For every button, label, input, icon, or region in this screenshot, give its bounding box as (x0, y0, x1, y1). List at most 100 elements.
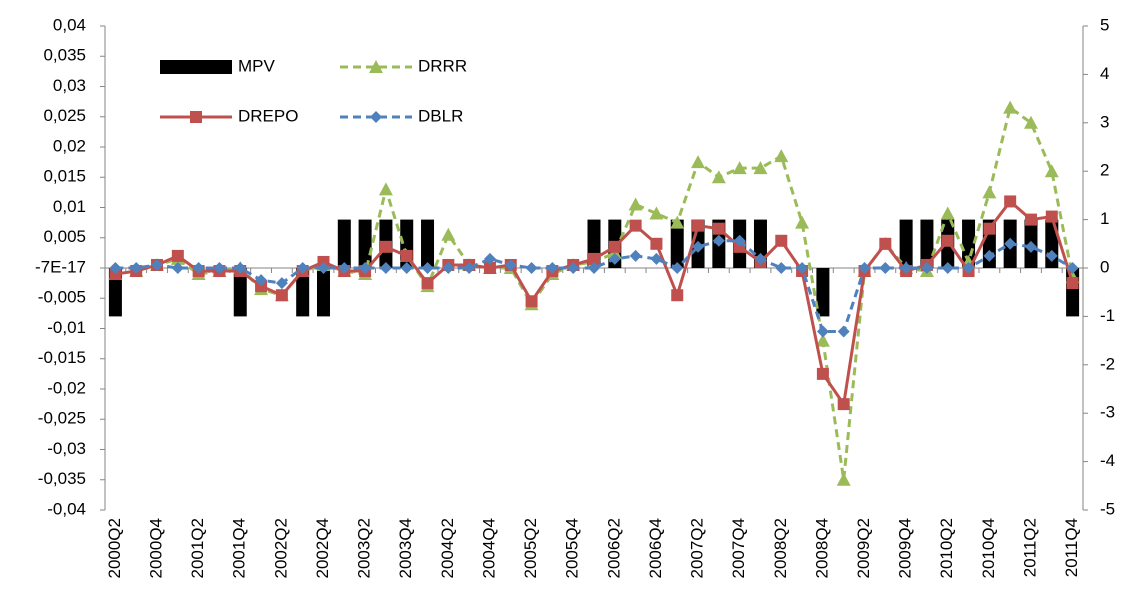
marker (733, 234, 746, 247)
x-tick-label: 2005Q4 (563, 518, 582, 579)
marker (483, 262, 496, 274)
marker (692, 219, 705, 232)
y2-tick-label: 1 (1100, 209, 1109, 228)
marker (879, 237, 892, 250)
y-tick-label: -0,025 (38, 409, 86, 428)
marker (940, 206, 955, 220)
legend-label: DRRR (418, 56, 467, 75)
y-tick-label: -0,015 (38, 348, 86, 367)
marker (837, 398, 850, 411)
marker (379, 240, 392, 253)
marker (400, 249, 413, 262)
y2-tick-label: -5 (1100, 499, 1115, 518)
y-tick-label: -0,01 (47, 318, 86, 337)
marker (900, 262, 913, 274)
marker (588, 252, 600, 265)
bar (753, 219, 767, 268)
marker (213, 262, 226, 274)
marker (421, 277, 434, 290)
y2-tick-label: 3 (1100, 112, 1109, 131)
marker (879, 262, 892, 274)
y-tick-label: -0,035 (38, 469, 86, 488)
marker (941, 262, 954, 274)
marker (671, 262, 684, 274)
x-tick-label: 2009Q2 (854, 518, 873, 579)
marker (171, 262, 184, 274)
marker (962, 262, 975, 274)
marker (275, 277, 288, 290)
marker (691, 155, 706, 169)
x-tick-label: 2011Q4 (1062, 518, 1081, 577)
marker (171, 249, 184, 262)
marker (317, 255, 330, 268)
x-tick-label: 2004Q2 (438, 518, 457, 579)
marker (525, 262, 538, 274)
marker (504, 258, 517, 271)
y-tick-label: -0,04 (47, 499, 86, 518)
marker (255, 280, 268, 293)
marker (920, 262, 933, 274)
x-tick-label: 2007Q2 (688, 518, 707, 579)
bar (670, 219, 684, 268)
y-tick-label: 0,005 (43, 227, 86, 246)
bar (421, 219, 435, 268)
bar (816, 268, 830, 317)
marker (1066, 277, 1079, 290)
marker (795, 215, 810, 229)
x-tick-label: 2002Q2 (271, 518, 290, 579)
marker (370, 111, 382, 123)
marker (359, 262, 372, 274)
marker (1044, 164, 1059, 178)
marker (753, 161, 768, 175)
x-tick-label: 2006Q2 (604, 518, 623, 579)
y2-tick-label: 4 (1100, 64, 1109, 83)
marker (816, 325, 829, 338)
marker (649, 206, 664, 220)
marker (109, 262, 122, 274)
marker (712, 222, 725, 235)
marker (275, 289, 288, 302)
marker (671, 289, 684, 302)
marker (190, 111, 202, 123)
y-tick-label: -0,03 (47, 439, 86, 458)
legend-swatch (160, 60, 232, 74)
marker (712, 234, 725, 247)
marker (441, 227, 456, 241)
x-tick-label: 2002Q4 (313, 518, 332, 579)
marker (400, 262, 413, 274)
line (115, 239, 1074, 334)
marker (983, 249, 996, 262)
marker (109, 268, 122, 281)
marker (1024, 240, 1037, 253)
marker (775, 234, 788, 247)
marker (378, 182, 393, 196)
marker (837, 325, 850, 338)
y-tick-label: 0,035 (43, 46, 86, 65)
marker (1003, 100, 1018, 114)
marker (338, 262, 351, 274)
marker (192, 262, 205, 274)
x-tick-label: 2011Q2 (1020, 518, 1039, 577)
y-tick-label: -0,005 (38, 288, 86, 307)
bar (296, 268, 310, 317)
x-tick-label: 2010Q4 (979, 518, 998, 579)
marker (421, 262, 434, 274)
marker (234, 262, 247, 274)
y-tick-label: 0,01 (53, 197, 86, 216)
marker (982, 185, 997, 199)
marker (1023, 115, 1038, 129)
marker (1024, 213, 1037, 226)
marker (732, 161, 747, 175)
marker (628, 197, 643, 211)
marker (774, 149, 789, 163)
marker (546, 262, 559, 274)
y-tick-label: -0,02 (47, 378, 86, 397)
marker (255, 274, 268, 287)
marker (692, 240, 705, 253)
marker (442, 262, 455, 274)
marker (836, 472, 851, 486)
y2-tick-label: 0 (1100, 257, 1109, 276)
marker (1066, 262, 1079, 274)
marker (629, 249, 642, 262)
marker (816, 367, 829, 380)
